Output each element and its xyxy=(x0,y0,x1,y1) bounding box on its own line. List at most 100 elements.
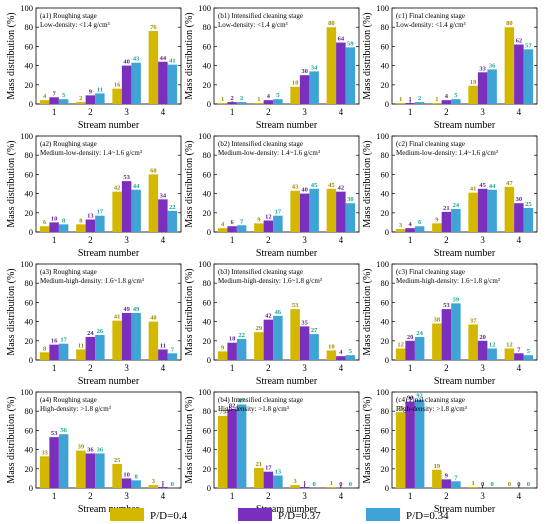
data-label: 60 xyxy=(150,167,157,174)
data-label: 41 xyxy=(470,186,477,193)
bar-b4-s3-c1 xyxy=(236,404,247,488)
data-label: 25 xyxy=(525,201,532,208)
y-tick-label: 40 xyxy=(203,445,212,455)
data-label: 9 xyxy=(445,472,449,479)
bar-c1-s2-c1 xyxy=(405,103,415,104)
bar-c4-s2-c2 xyxy=(441,479,452,488)
data-label: 9 xyxy=(89,88,93,95)
y-tick-label: 0 xyxy=(385,355,389,365)
y-tick-label: 0 xyxy=(207,99,211,109)
x-tick-label: 2 xyxy=(266,235,271,245)
x-tick-label: 3 xyxy=(480,363,485,373)
bar-c3-s1-c1 xyxy=(395,348,406,360)
y-tick-label: 20 xyxy=(381,336,390,346)
x-tick-label: 1 xyxy=(230,235,235,245)
bar-c3-s3-c1 xyxy=(414,336,425,360)
y-tick-label: 0 xyxy=(385,227,389,237)
y-tick-label: 100 xyxy=(198,131,211,141)
x-axis-label: Stream number xyxy=(256,504,318,515)
x-tick-label: 3 xyxy=(302,491,307,501)
data-label: 3 xyxy=(294,478,298,485)
data-label: 0 xyxy=(508,481,511,488)
y-tick-label: 20 xyxy=(25,80,34,90)
data-label: 5 xyxy=(62,92,66,99)
data-label: 5 xyxy=(276,92,280,99)
data-label: 62 xyxy=(516,37,523,44)
bar-b3-s3-c2 xyxy=(273,315,283,360)
data-label: 5 xyxy=(349,348,353,355)
bar-c1-s3-c3 xyxy=(487,69,497,104)
data-label: 1 xyxy=(303,480,306,487)
data-label: 8 xyxy=(135,473,139,480)
data-label: 11 xyxy=(160,342,166,349)
data-label: 11 xyxy=(97,86,103,93)
bar-a1-s2-c1 xyxy=(49,97,59,104)
bar-b1-s2-c3 xyxy=(299,75,310,104)
bar-a2-s3-c1 xyxy=(58,224,69,232)
bar-b2-s1-c3 xyxy=(290,190,300,232)
bar-c1-s2-c2 xyxy=(441,100,452,104)
plot-frame xyxy=(391,7,538,105)
legend-swatch xyxy=(366,508,400,521)
y-tick-label: 80 xyxy=(203,278,212,288)
y-axis-label: Mass distribution (%) xyxy=(362,268,373,355)
bar-c1-s1-c3 xyxy=(468,85,478,104)
plot-frame xyxy=(213,263,360,361)
y-axis-label: Mass distribution (%) xyxy=(362,12,373,99)
x-tick-label: 3 xyxy=(124,363,129,373)
data-label: 17 xyxy=(265,465,272,472)
bar-b4-s1-c1 xyxy=(217,416,228,488)
legend-swatch xyxy=(238,508,272,521)
data-label: 0 xyxy=(491,481,494,488)
bar-c2-s1-c3 xyxy=(468,192,478,232)
panel-subtitle: Medium-low-density: 1.4~1.6 g/cm³ xyxy=(218,149,320,157)
data-label: 1 xyxy=(221,96,224,103)
y-tick-label: 60 xyxy=(203,297,212,307)
bar-a2-s2-c4 xyxy=(158,199,168,232)
bar-a3-s1-c4 xyxy=(148,321,159,360)
data-label: 2 xyxy=(240,95,243,102)
y-tick-label: 0 xyxy=(385,99,389,109)
y-axis-label: Mass distribution (%) xyxy=(184,12,195,99)
bar-a3-s2-c4 xyxy=(158,349,168,360)
data-label: 4 xyxy=(221,221,225,228)
bar-c4-s1-c2 xyxy=(432,469,442,488)
y-tick-label: 0 xyxy=(29,483,33,493)
bar-b2-s1-c4 xyxy=(326,188,337,232)
bar-c1-s2-c3 xyxy=(477,72,488,104)
x-tick-label: 1 xyxy=(408,363,413,373)
plot-frame xyxy=(391,135,538,233)
x-tick-label: 1 xyxy=(52,491,57,501)
y-tick-label: 0 xyxy=(207,355,211,365)
y-tick-label: 60 xyxy=(25,41,34,51)
x-tick-label: 3 xyxy=(124,491,129,501)
data-label: 2 xyxy=(79,95,82,102)
y-tick-label: 20 xyxy=(381,208,390,218)
data-label: 3 xyxy=(399,222,403,229)
bar-b2-s3-c1 xyxy=(236,225,247,232)
data-label: 4 xyxy=(445,93,449,100)
y-tick-label: 100 xyxy=(20,387,33,397)
panel-subtitle: Medium-high-density: 1.6~1.8 g/cm³ xyxy=(396,277,500,285)
y-tick-label: 100 xyxy=(376,131,389,141)
y-axis-label: Mass distribution (%) xyxy=(6,12,17,99)
bar-b1-s3-c1 xyxy=(236,102,247,104)
panel-subtitle: High-density: >1.8 g/cm³ xyxy=(40,405,111,413)
x-tick-label: 4 xyxy=(339,491,344,501)
panel-subtitle: High-density: >1.8 g/cm³ xyxy=(218,405,289,413)
data-label: 87 xyxy=(238,397,245,404)
x-axis-label: Stream number xyxy=(434,376,496,387)
x-tick-label: 2 xyxy=(266,491,271,501)
panel-title: (b1) Intensified cleaning stage xyxy=(218,12,303,20)
bar-c4-s3-c1 xyxy=(414,399,425,488)
data-label: 41 xyxy=(114,314,121,321)
x-tick-label: 2 xyxy=(444,491,449,501)
data-label: 17 xyxy=(275,209,282,216)
data-label: 26 xyxy=(97,328,104,335)
bar-b1-s2-c2 xyxy=(263,100,274,104)
data-label: 1 xyxy=(161,480,164,487)
data-label: 40 xyxy=(301,187,308,194)
data-label: 53 xyxy=(292,302,299,309)
data-label: 7 xyxy=(171,346,175,353)
